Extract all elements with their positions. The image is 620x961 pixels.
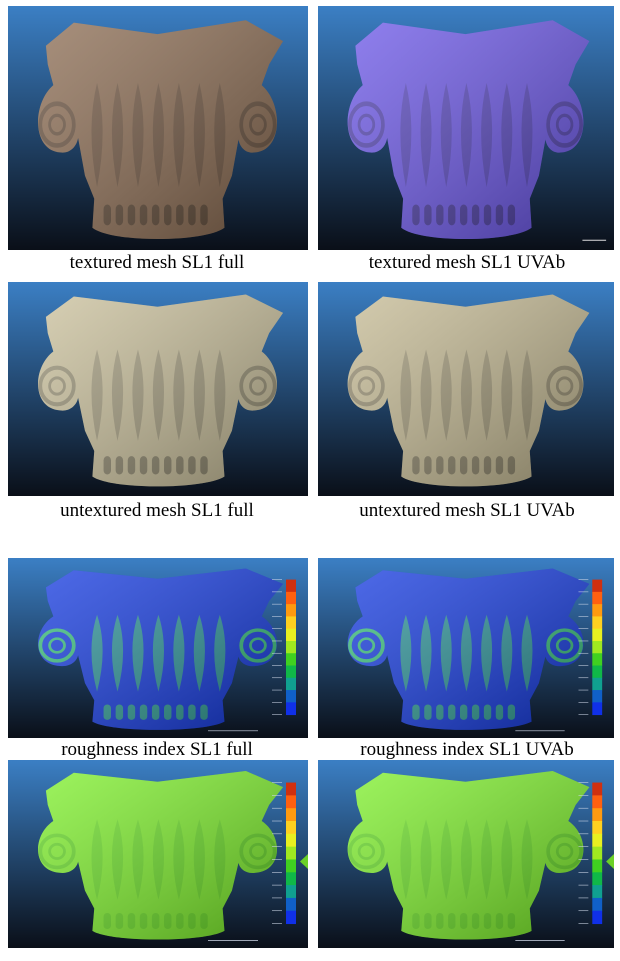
panel-untextured-full bbox=[8, 282, 308, 496]
caption-roughness-uvab: roughness index SL1 UVAb bbox=[360, 739, 574, 760]
caption-untextured-uvab: untextured mesh SL1 UVAb bbox=[359, 500, 575, 521]
panel-textured-full bbox=[8, 6, 308, 250]
caption-textured-full: textured mesh SL1 full bbox=[69, 252, 245, 273]
capital-render bbox=[318, 6, 614, 250]
capital-render bbox=[318, 282, 614, 496]
caption-textured-uvab: textured mesh SL1 UVAb bbox=[368, 252, 566, 273]
panel-roughness-full bbox=[8, 558, 308, 738]
panel-untextured-uvab bbox=[318, 282, 614, 496]
caption-untextured-full: untextured mesh SL1 full bbox=[60, 500, 254, 521]
panel-roughness-uvab bbox=[318, 558, 614, 738]
capital-render bbox=[8, 282, 308, 496]
capital-render bbox=[318, 760, 614, 948]
capital-render bbox=[8, 558, 308, 738]
capital-render bbox=[8, 760, 308, 948]
caption-roughness-full: roughness index SL1 full bbox=[61, 739, 253, 760]
panel-textured-uvab bbox=[318, 6, 614, 250]
capital-render bbox=[318, 558, 614, 738]
capital-render bbox=[8, 6, 308, 250]
panel-scalar-uvab bbox=[318, 760, 614, 948]
panel-scalar-full bbox=[8, 760, 308, 948]
